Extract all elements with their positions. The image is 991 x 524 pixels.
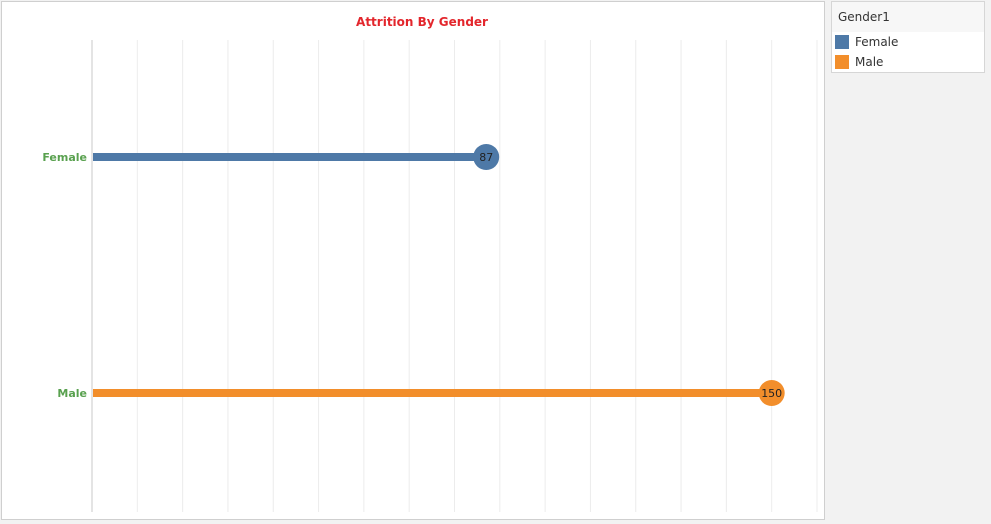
legend-swatch-male bbox=[835, 55, 849, 69]
lollipop-head-male[interactable] bbox=[758, 380, 785, 406]
data-label-male: 150 bbox=[761, 387, 782, 400]
legend-title: Gender1 bbox=[832, 2, 984, 32]
legend-swatch-female bbox=[835, 35, 849, 49]
legend-label-female: Female bbox=[855, 35, 899, 49]
legend-item-male[interactable]: Male bbox=[832, 52, 984, 72]
data-label-female: 87 bbox=[479, 151, 493, 164]
lollipop-chart: Attrition By Gender 87 Female 150 Male bbox=[42, 15, 818, 512]
grid-lines bbox=[136, 40, 818, 512]
category-label-female: Female bbox=[42, 151, 87, 164]
legend: Gender1 Female Male bbox=[831, 1, 985, 73]
chart-marks: 87 Female 150 Male bbox=[42, 144, 785, 406]
lollipop-head-female[interactable] bbox=[473, 144, 500, 170]
chart-title: Attrition By Gender bbox=[356, 15, 488, 29]
chart-panel: Attrition By Gender 87 Female 150 Male bbox=[1, 1, 825, 520]
category-label-male: Male bbox=[57, 387, 87, 400]
legend-item-female[interactable]: Female bbox=[832, 32, 984, 52]
legend-label-male: Male bbox=[855, 55, 884, 69]
